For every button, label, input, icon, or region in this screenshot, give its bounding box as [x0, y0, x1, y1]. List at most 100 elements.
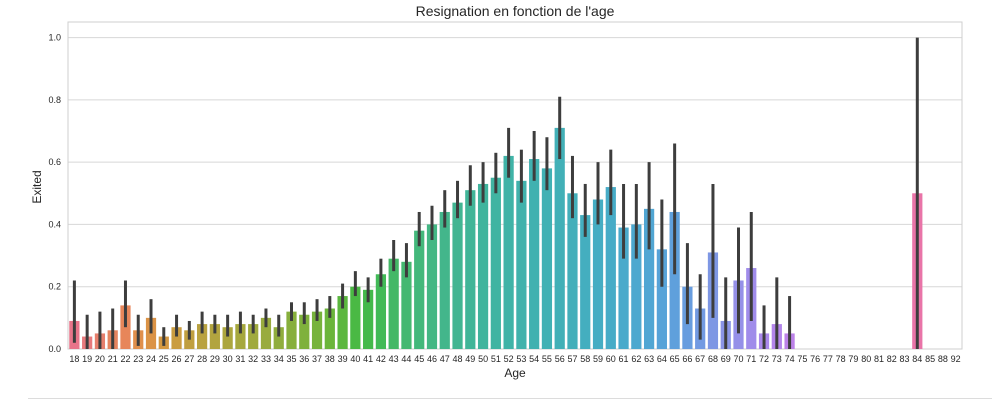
bar-age-58 — [580, 215, 591, 349]
x-tick-label-45: 45 — [414, 354, 424, 364]
bar-age-48 — [452, 202, 463, 349]
x-tick-label-53: 53 — [516, 354, 526, 364]
x-tick-label-43: 43 — [389, 354, 399, 364]
error-bars-layer — [72, 37, 919, 349]
x-tick-label-35: 35 — [286, 354, 296, 364]
bar-age-65 — [669, 211, 680, 349]
x-tick-label-66: 66 — [682, 354, 692, 364]
bar-age-52 — [503, 155, 514, 349]
x-tick-label-88: 88 — [938, 354, 948, 364]
x-tick-label-64: 64 — [657, 354, 667, 364]
y-tick-label: 0.0 — [48, 344, 61, 354]
x-tick-label-55: 55 — [542, 354, 552, 364]
x-tick-label-75: 75 — [797, 354, 807, 364]
x-tick-label-79: 79 — [848, 354, 858, 364]
y-tick-label: 0.2 — [48, 282, 61, 292]
x-tick-label-56: 56 — [555, 354, 565, 364]
x-tick-label-68: 68 — [708, 354, 718, 364]
x-tick-label-39: 39 — [338, 354, 348, 364]
chart-title: Resignation en fonction de l'age — [416, 3, 615, 19]
y-axis-label: Exited — [30, 170, 44, 203]
x-tick-label-59: 59 — [593, 354, 603, 364]
bar-age-54 — [529, 159, 540, 349]
x-tick-label-48: 48 — [453, 354, 463, 364]
bar-age-32 — [248, 324, 259, 349]
bar-age-34 — [273, 327, 284, 349]
bar-age-26 — [171, 327, 182, 349]
bar-age-60 — [605, 187, 616, 349]
bar-age-63 — [643, 208, 655, 349]
x-tick-label-25: 25 — [159, 354, 169, 364]
bar-age-24 — [145, 317, 157, 349]
bar-age-49 — [465, 190, 476, 349]
bottom-divider — [28, 398, 992, 399]
x-tick-label-18: 18 — [69, 354, 79, 364]
x-tick-label-44: 44 — [401, 354, 411, 364]
x-tick-label-69: 69 — [721, 354, 731, 364]
x-tick-label-73: 73 — [772, 354, 782, 364]
bar-age-38 — [324, 308, 335, 349]
x-tick-label-63: 63 — [644, 354, 654, 364]
x-tick-label-34: 34 — [274, 354, 284, 364]
x-tick-label-74: 74 — [785, 354, 795, 364]
x-tick-label-50: 50 — [478, 354, 488, 364]
y-tick-label: 0.8 — [48, 95, 61, 105]
bar-age-42 — [375, 274, 387, 349]
x-tick-label-76: 76 — [810, 354, 820, 364]
x-tick-label-29: 29 — [210, 354, 220, 364]
x-tick-label-42: 42 — [376, 354, 386, 364]
x-axis-label: Age — [504, 366, 526, 380]
x-tick-label-58: 58 — [580, 354, 590, 364]
bar-age-43 — [388, 258, 399, 349]
bar-age-27 — [184, 330, 195, 349]
bar-age-41 — [363, 289, 374, 349]
bar-age-62 — [631, 224, 642, 349]
x-tick-label-77: 77 — [823, 354, 833, 364]
y-tick-labels: 0.0 0.2 0.4 0.6 0.8 1.0 — [48, 33, 61, 354]
x-tick-label-67: 67 — [695, 354, 705, 364]
bar-age-53 — [516, 180, 527, 349]
x-tick-label-92: 92 — [951, 354, 961, 364]
x-tick-label-33: 33 — [261, 354, 271, 364]
x-tick-label-40: 40 — [350, 354, 360, 364]
y-tick-label: 0.4 — [48, 219, 61, 229]
x-tick-label-30: 30 — [223, 354, 233, 364]
x-tick-label-54: 54 — [529, 354, 539, 364]
x-tick-label-65: 65 — [670, 354, 680, 364]
x-tick-label-38: 38 — [325, 354, 335, 364]
y-tick-label: 0.6 — [48, 157, 61, 167]
bar-age-45 — [414, 230, 425, 349]
x-tick-label-27: 27 — [184, 354, 194, 364]
bar-age-40 — [350, 286, 361, 349]
bar-age-36 — [299, 314, 310, 349]
x-tick-label-47: 47 — [440, 354, 450, 364]
bar-age-37 — [311, 311, 323, 349]
x-tick-label-19: 19 — [82, 354, 92, 364]
x-tick-label-23: 23 — [133, 354, 143, 364]
x-tick-label-21: 21 — [108, 354, 118, 364]
x-tick-label-41: 41 — [363, 354, 373, 364]
x-tick-label-36: 36 — [299, 354, 309, 364]
bar-age-51 — [490, 177, 501, 349]
x-tick-label-60: 60 — [606, 354, 616, 364]
x-tick-label-46: 46 — [427, 354, 437, 364]
bar-age-29 — [209, 324, 220, 349]
plot-frame — [67, 21, 963, 350]
bar-age-33 — [260, 317, 272, 349]
x-tick-label-72: 72 — [759, 354, 769, 364]
x-tick-label-24: 24 — [146, 354, 156, 364]
x-tick-label-20: 20 — [95, 354, 105, 364]
x-tick-label-82: 82 — [887, 354, 897, 364]
x-tick-label-32: 32 — [248, 354, 258, 364]
bar-age-31 — [235, 324, 246, 349]
bar-age-57 — [567, 193, 578, 349]
bar-age-55 — [541, 168, 553, 349]
x-tick-label-51: 51 — [491, 354, 501, 364]
x-tick-label-62: 62 — [631, 354, 641, 364]
x-tick-label-22: 22 — [120, 354, 130, 364]
x-tick-label-84: 84 — [912, 354, 922, 364]
x-tick-label-57: 57 — [567, 354, 577, 364]
x-tick-label-85: 85 — [925, 354, 935, 364]
bar-age-56 — [554, 127, 565, 349]
